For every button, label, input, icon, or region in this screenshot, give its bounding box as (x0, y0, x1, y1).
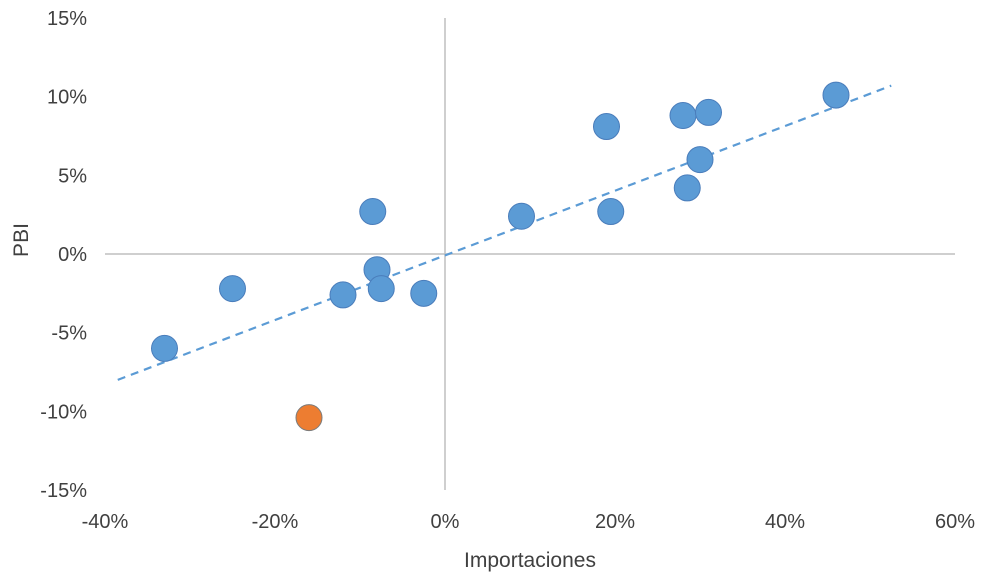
y-tick-label: -5% (51, 323, 87, 345)
y-tick-label: 5% (58, 165, 87, 187)
blue-points (359, 198, 387, 226)
x-tick-label: 40% (765, 511, 805, 533)
blue-points (695, 98, 722, 126)
blue-points (508, 202, 535, 230)
blue-points (219, 275, 246, 303)
blue-points (410, 279, 438, 307)
blue-points (151, 334, 178, 362)
x-tick-label: 60% (935, 511, 975, 533)
x-axis-title: Importaciones (464, 549, 596, 572)
blue-points (686, 146, 714, 174)
blue-points (597, 198, 625, 226)
blue-points (669, 102, 697, 130)
y-tick-label: -10% (40, 401, 87, 423)
x-tick-label: 20% (595, 511, 635, 533)
orange-point (295, 404, 323, 432)
blue-points (673, 174, 701, 202)
y-tick-label: 15% (47, 8, 87, 30)
trendline (117, 84, 892, 381)
blue-points (593, 113, 620, 141)
blue-points (329, 281, 357, 309)
blue-points (822, 81, 850, 109)
y-tick-label: -15% (40, 480, 87, 502)
y-tick-label: 10% (47, 87, 87, 109)
blue-points (367, 275, 395, 303)
x-tick-label: -20% (252, 511, 299, 533)
x-tick-label: -40% (82, 511, 129, 533)
y-tick-label: 0% (58, 244, 87, 266)
y-axis-title: PBI (10, 223, 33, 257)
x-tick-label: 0% (431, 511, 460, 533)
